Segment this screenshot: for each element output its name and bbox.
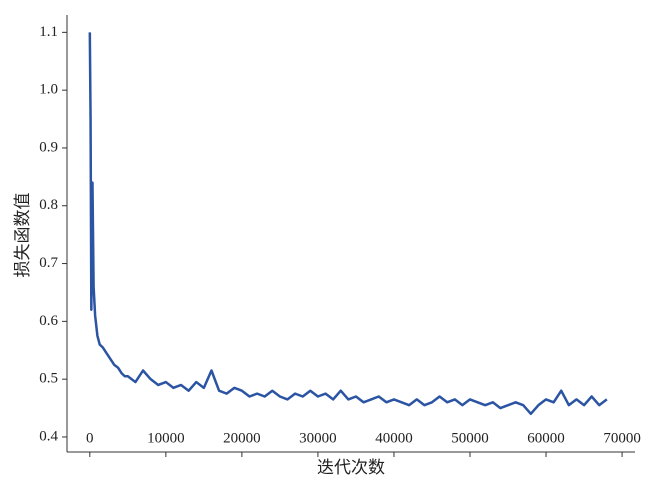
y-tick-label: 0.9 <box>39 139 58 155</box>
x-tick-label: 0 <box>86 430 94 446</box>
x-tick-label: 50000 <box>451 430 489 446</box>
y-tick-label: 0.4 <box>39 428 58 444</box>
x-tick-label: 10000 <box>147 430 185 446</box>
x-tick-label: 30000 <box>299 430 337 446</box>
y-tick-label: 0.8 <box>39 197 58 213</box>
y-axis-label: 损失函数值 <box>13 193 32 278</box>
x-axis-label: 迭代次数 <box>317 458 385 477</box>
loss-line <box>88 32 608 416</box>
y-tick-label: 0.7 <box>39 255 58 271</box>
x-tick-label: 20000 <box>223 430 261 446</box>
y-tick-label: 0.6 <box>39 313 58 329</box>
y-tick-label: 1.1 <box>39 24 58 40</box>
y-tick-label: 0.5 <box>39 371 58 387</box>
x-tick-label: 60000 <box>527 430 565 446</box>
y-tick-label: 1.0 <box>39 82 58 98</box>
x-tick-label: 70000 <box>603 430 641 446</box>
x-tick-label: 40000 <box>375 430 413 446</box>
